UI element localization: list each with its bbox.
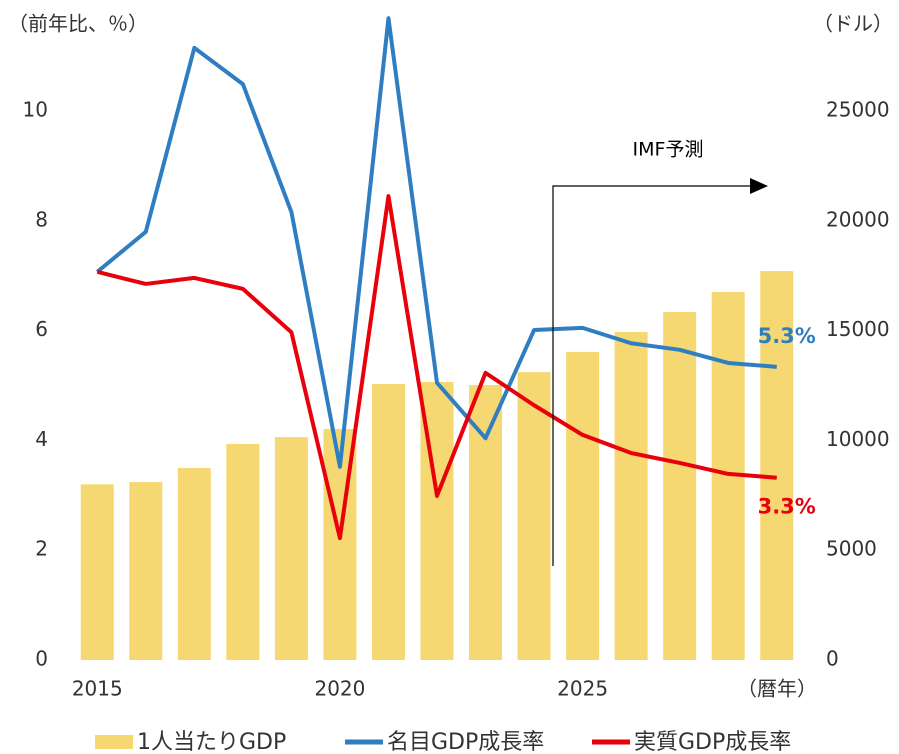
y-tick-label: 2 — [35, 537, 48, 561]
arrow-line — [552, 185, 752, 566]
bar — [371, 383, 405, 660]
bar — [566, 351, 600, 660]
bar — [663, 311, 697, 660]
bar — [760, 271, 794, 660]
data-label: 3.3% — [758, 495, 816, 519]
line — [96, 194, 777, 541]
bar — [274, 437, 308, 660]
bar — [469, 385, 503, 660]
forecast-arrow — [552, 178, 768, 566]
data-label: 5.3% — [758, 324, 816, 348]
bar — [177, 468, 211, 660]
legend-label: 1人当たりGDP — [137, 730, 286, 754]
annotation: IMF予測 — [633, 139, 704, 161]
y2-tick-label: 5000 — [826, 537, 877, 561]
x-tick-label: 2015 — [72, 677, 123, 701]
bar — [129, 482, 163, 660]
legend-label: 実質GDP成長率 — [634, 730, 791, 754]
bar — [614, 331, 648, 660]
y-tick-label: 0 — [35, 647, 48, 671]
y2-axis-label: （ドル） — [813, 12, 893, 36]
x-tick-label: 2025 — [557, 677, 608, 701]
y2-tick-label: 20000 — [826, 207, 890, 231]
x-tick-label: 2020 — [314, 677, 365, 701]
y-axis-label: （前年比、％） — [8, 12, 148, 36]
arrow-head — [750, 178, 768, 194]
line — [95, 16, 777, 469]
y2-tick-label: 25000 — [826, 98, 890, 122]
y-tick-label: 4 — [35, 427, 48, 451]
y2-tick-label: 10000 — [826, 427, 890, 451]
y2-tick-label: 0 — [826, 647, 839, 671]
y2-tick-label: 15000 — [826, 317, 890, 341]
plot — [80, 16, 794, 660]
y-tick-label: 8 — [35, 207, 48, 231]
legend-swatch — [95, 735, 133, 749]
x-axis-label: （暦年） — [737, 677, 817, 701]
y-tick-label: 10 — [23, 98, 48, 122]
bar — [80, 484, 114, 660]
y-tick-label: 6 — [35, 317, 48, 341]
bar — [517, 372, 551, 660]
legend-label: 名目GDP成長率 — [387, 730, 544, 754]
bar — [226, 443, 260, 660]
